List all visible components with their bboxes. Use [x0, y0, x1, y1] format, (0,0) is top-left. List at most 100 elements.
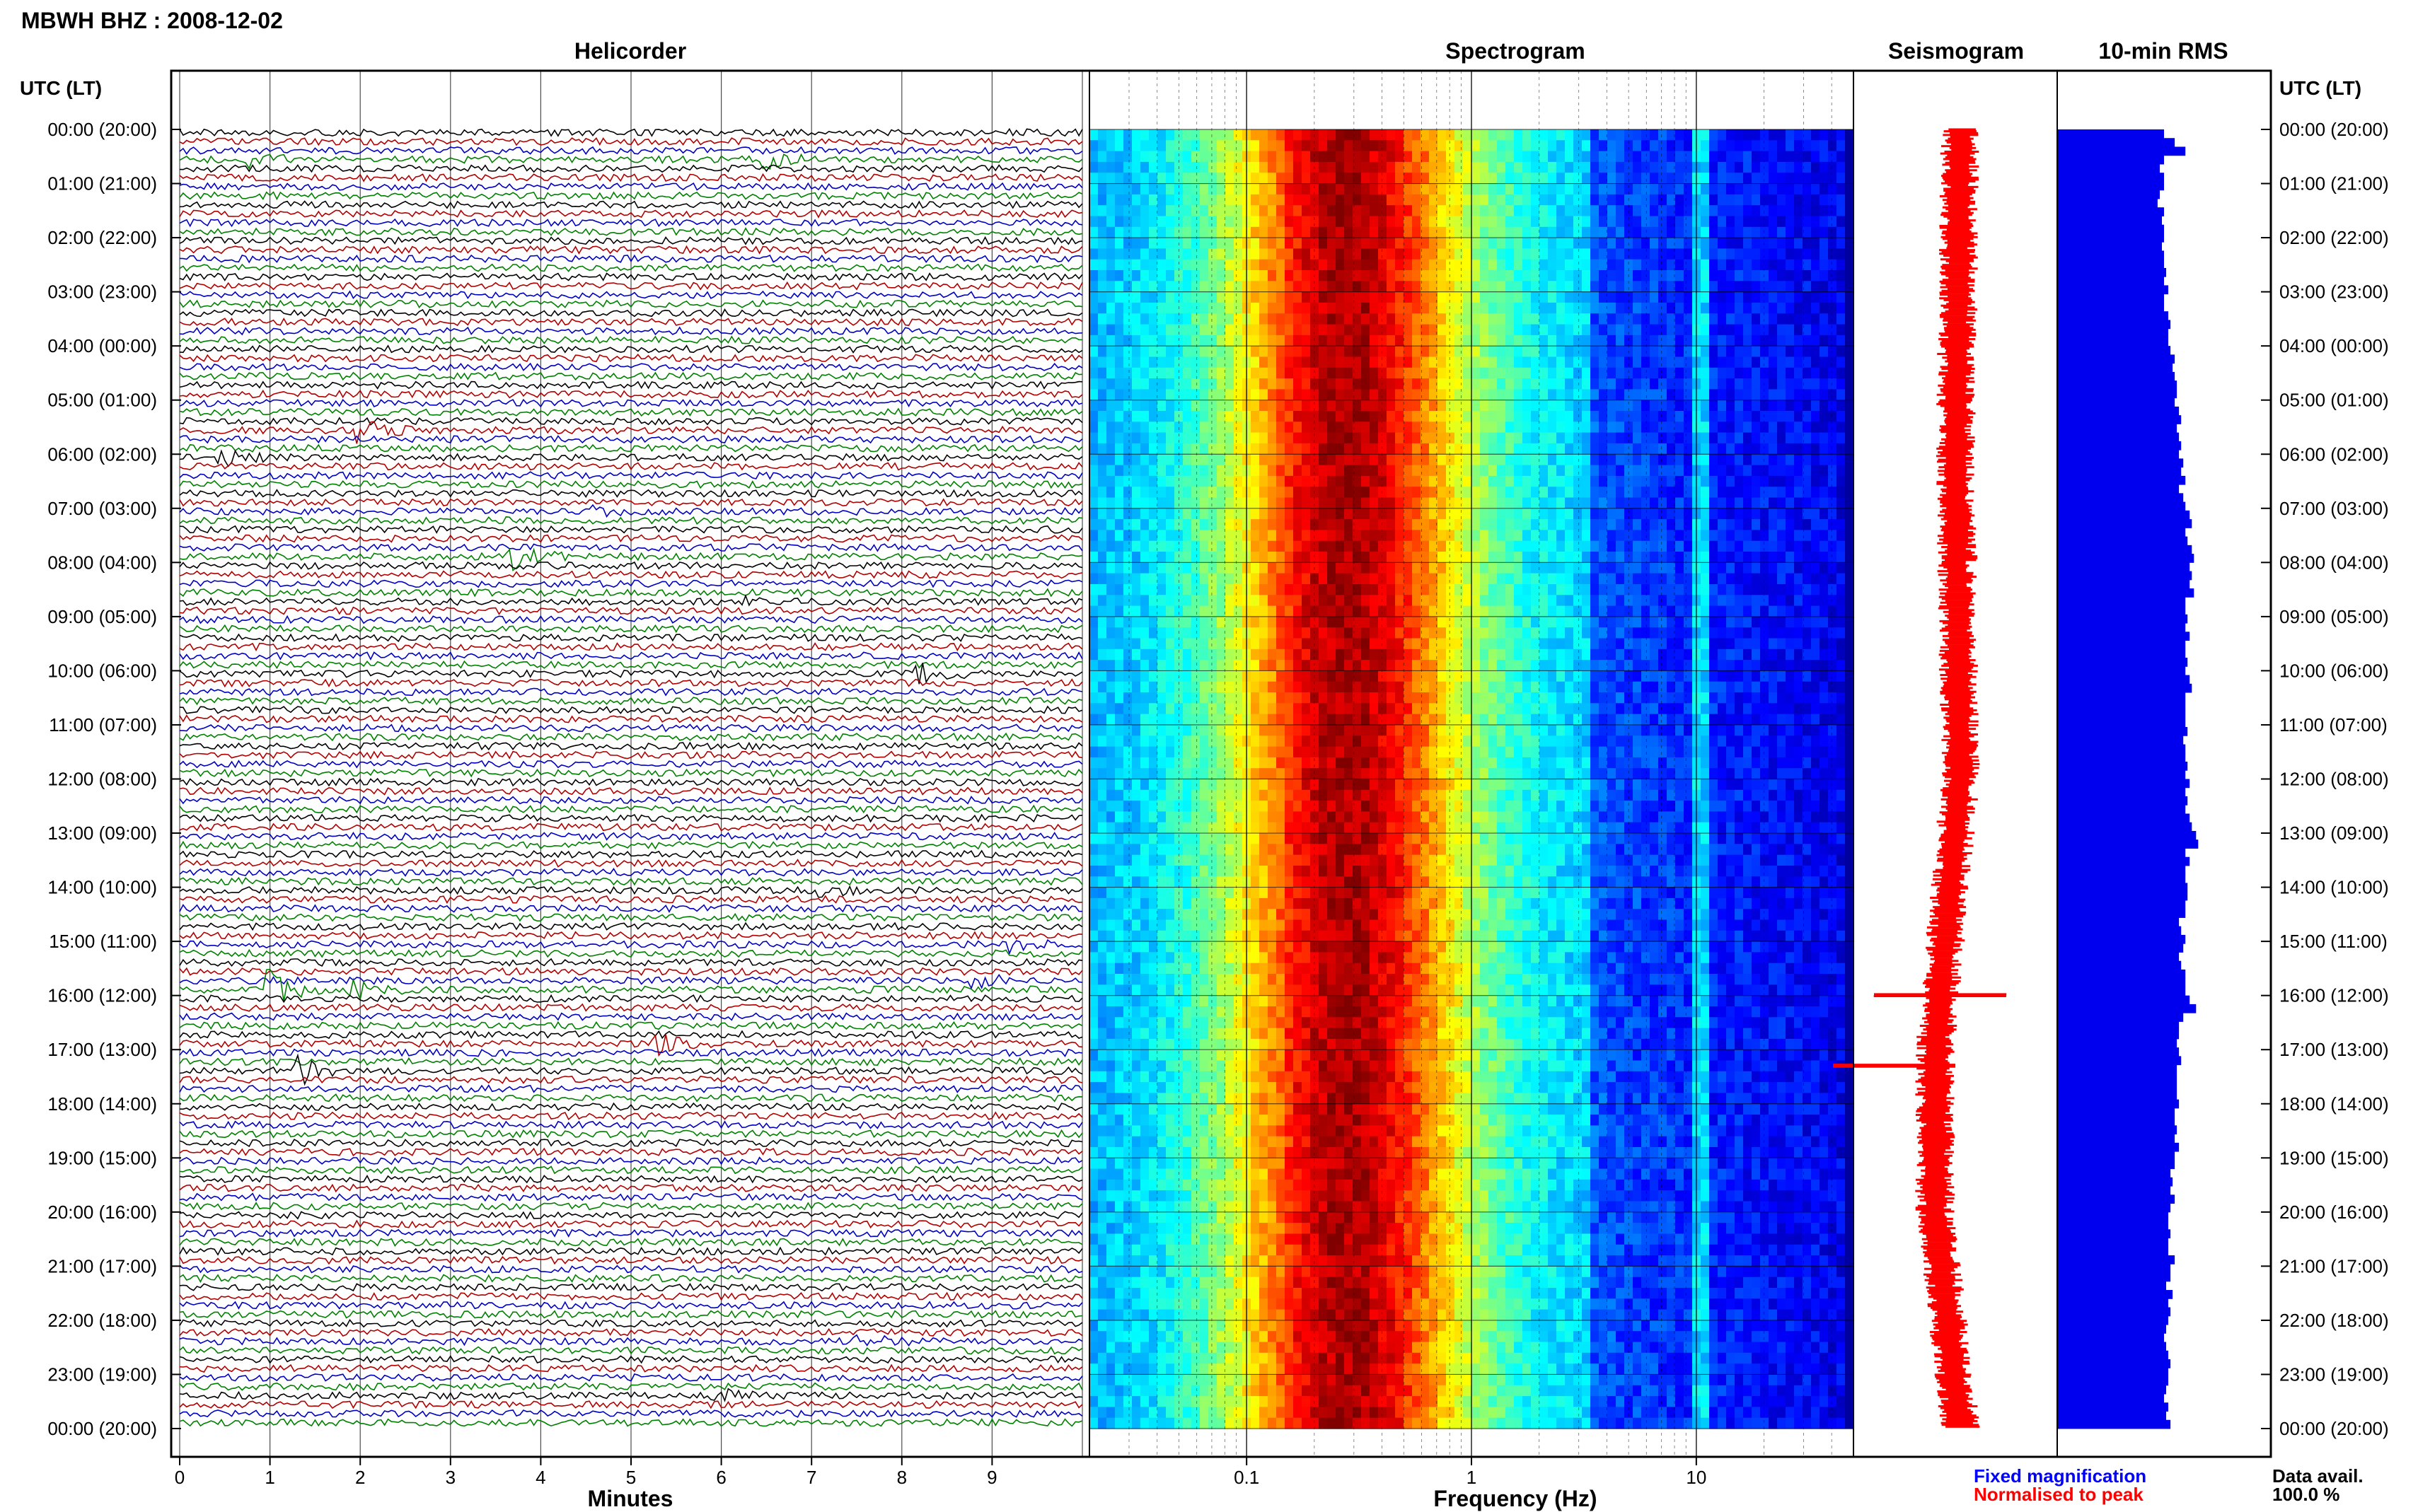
spectrogram-cell	[1319, 378, 1328, 390]
spectrogram-cell	[1115, 573, 1124, 585]
spectrogram-cell	[1565, 205, 1574, 217]
spectrogram-cell	[1565, 161, 1574, 173]
spectrogram-cell	[1488, 378, 1498, 390]
spectrogram-cell	[1497, 660, 1506, 671]
spectrogram-cell	[1310, 432, 1319, 444]
spectrogram-cell	[1200, 552, 1209, 563]
spectrogram-cell	[1726, 487, 1735, 499]
spectrogram-cell	[1820, 465, 1829, 477]
spectrogram-cell	[1412, 530, 1421, 542]
spectrogram-cell	[1302, 291, 1311, 303]
spectrogram-cell	[1471, 465, 1481, 477]
spectrogram-cell	[1089, 562, 1099, 574]
spectrogram-cell	[1471, 540, 1481, 552]
spectrogram-cell	[1276, 151, 1285, 163]
spectrogram-cell	[1565, 346, 1574, 358]
spectrogram-cell	[1539, 595, 1549, 607]
spectrogram-cell	[1607, 681, 1616, 693]
spectrogram-cell	[1251, 703, 1260, 715]
spectrogram-cell	[1251, 226, 1260, 238]
spectrogram-cell	[1251, 487, 1260, 499]
spectrogram-cell	[1327, 660, 1336, 671]
spectrogram-cell	[1251, 161, 1260, 173]
spectrogram-cell	[1115, 605, 1124, 617]
spectrogram-cell	[1217, 573, 1226, 585]
spectrogram-cell	[1089, 552, 1099, 563]
spectrogram-cell	[1336, 627, 1345, 639]
spectrogram-cell	[1480, 660, 1489, 671]
spectrogram-cell	[1539, 248, 1549, 260]
spectrogram-cell	[1276, 400, 1285, 412]
spectrogram-cell	[1641, 540, 1650, 552]
spectrogram-cell	[1446, 552, 1455, 563]
spectrogram-cell	[1429, 389, 1438, 401]
spectrogram-cell	[1344, 324, 1353, 336]
spectrogram-cell	[1276, 465, 1285, 477]
spectrogram-cell	[1336, 161, 1345, 173]
spectrogram-cell	[1454, 378, 1464, 390]
spectrogram-cell	[1421, 681, 1430, 693]
spectrogram-cell	[1200, 454, 1209, 466]
helicorder-trace	[179, 931, 1083, 941]
spectrogram-cell	[1650, 432, 1659, 444]
spectrogram-cell	[1786, 454, 1795, 466]
spectrogram-cell	[1820, 443, 1829, 455]
spectrogram-cell	[1395, 660, 1404, 671]
spectrogram-cell	[1760, 302, 1769, 314]
spectrogram-cell	[1344, 443, 1353, 455]
spectrogram-cell	[1777, 584, 1786, 595]
spectrogram-cell	[1675, 183, 1684, 195]
spectrogram-cell	[1811, 356, 1820, 368]
spectrogram-cell	[1573, 616, 1583, 628]
spectrogram-cell	[1658, 411, 1667, 422]
spectrogram-cell	[1387, 605, 1396, 617]
spectrogram-cell	[1641, 487, 1650, 499]
spectrogram-cell	[1607, 259, 1616, 271]
spectrogram-cell	[1488, 313, 1498, 325]
spectrogram-cell	[1633, 703, 1642, 715]
spectrogram-cell	[1285, 313, 1294, 325]
spectrogram-cell	[1752, 400, 1761, 412]
spectrogram-cell	[1709, 411, 1718, 422]
spectrogram-cell	[1522, 519, 1532, 530]
spectrogram-cell	[1709, 595, 1718, 607]
spectrogram-cell	[1718, 443, 1727, 455]
spectrogram-cell	[1191, 530, 1201, 542]
spectrogram-cell	[1599, 649, 1608, 661]
spectrogram-cell	[1820, 313, 1829, 325]
spectrogram-cell	[1539, 703, 1549, 715]
spectrogram-cell	[1361, 129, 1370, 141]
spectrogram-cell	[1200, 335, 1209, 347]
spectrogram-cell	[1268, 454, 1277, 466]
spectrogram-cell	[1225, 161, 1234, 173]
spectrogram-cell	[1132, 562, 1141, 574]
spectrogram-cell	[1140, 605, 1150, 617]
spectrogram-cell	[1752, 411, 1761, 422]
spectrogram-cell	[1149, 313, 1158, 325]
spectrogram-cell	[1098, 595, 1107, 607]
spectrogram-cell	[1667, 627, 1676, 639]
spectrogram-cell	[1735, 226, 1744, 238]
spectrogram-cell	[1412, 562, 1421, 574]
spectrogram-cell	[1361, 573, 1370, 585]
spectrogram-cell	[1115, 356, 1124, 368]
spectrogram-cell	[1505, 497, 1515, 509]
spectrogram-cell	[1166, 411, 1175, 422]
spectrogram-cell	[1531, 540, 1540, 552]
spectrogram-cell	[1811, 497, 1820, 509]
spectrogram-cell	[1497, 291, 1506, 303]
spectrogram-cell	[1480, 627, 1489, 639]
spectrogram-cell	[1200, 248, 1209, 260]
spectrogram-cell	[1446, 389, 1455, 401]
spectrogram-cell	[1319, 367, 1328, 379]
spectrogram-cell	[1132, 573, 1141, 585]
spectrogram-cell	[1836, 660, 1846, 671]
spectrogram-cell	[1089, 335, 1099, 347]
spectrogram-cell	[1794, 649, 1803, 661]
spectrogram-cell	[1531, 497, 1540, 509]
spectrogram-cell	[1480, 465, 1489, 477]
spectrogram-cell	[1302, 421, 1311, 434]
spectrogram-cell	[1752, 562, 1761, 574]
spectrogram-cell	[1276, 129, 1285, 141]
spectrogram-cell	[1208, 216, 1217, 228]
